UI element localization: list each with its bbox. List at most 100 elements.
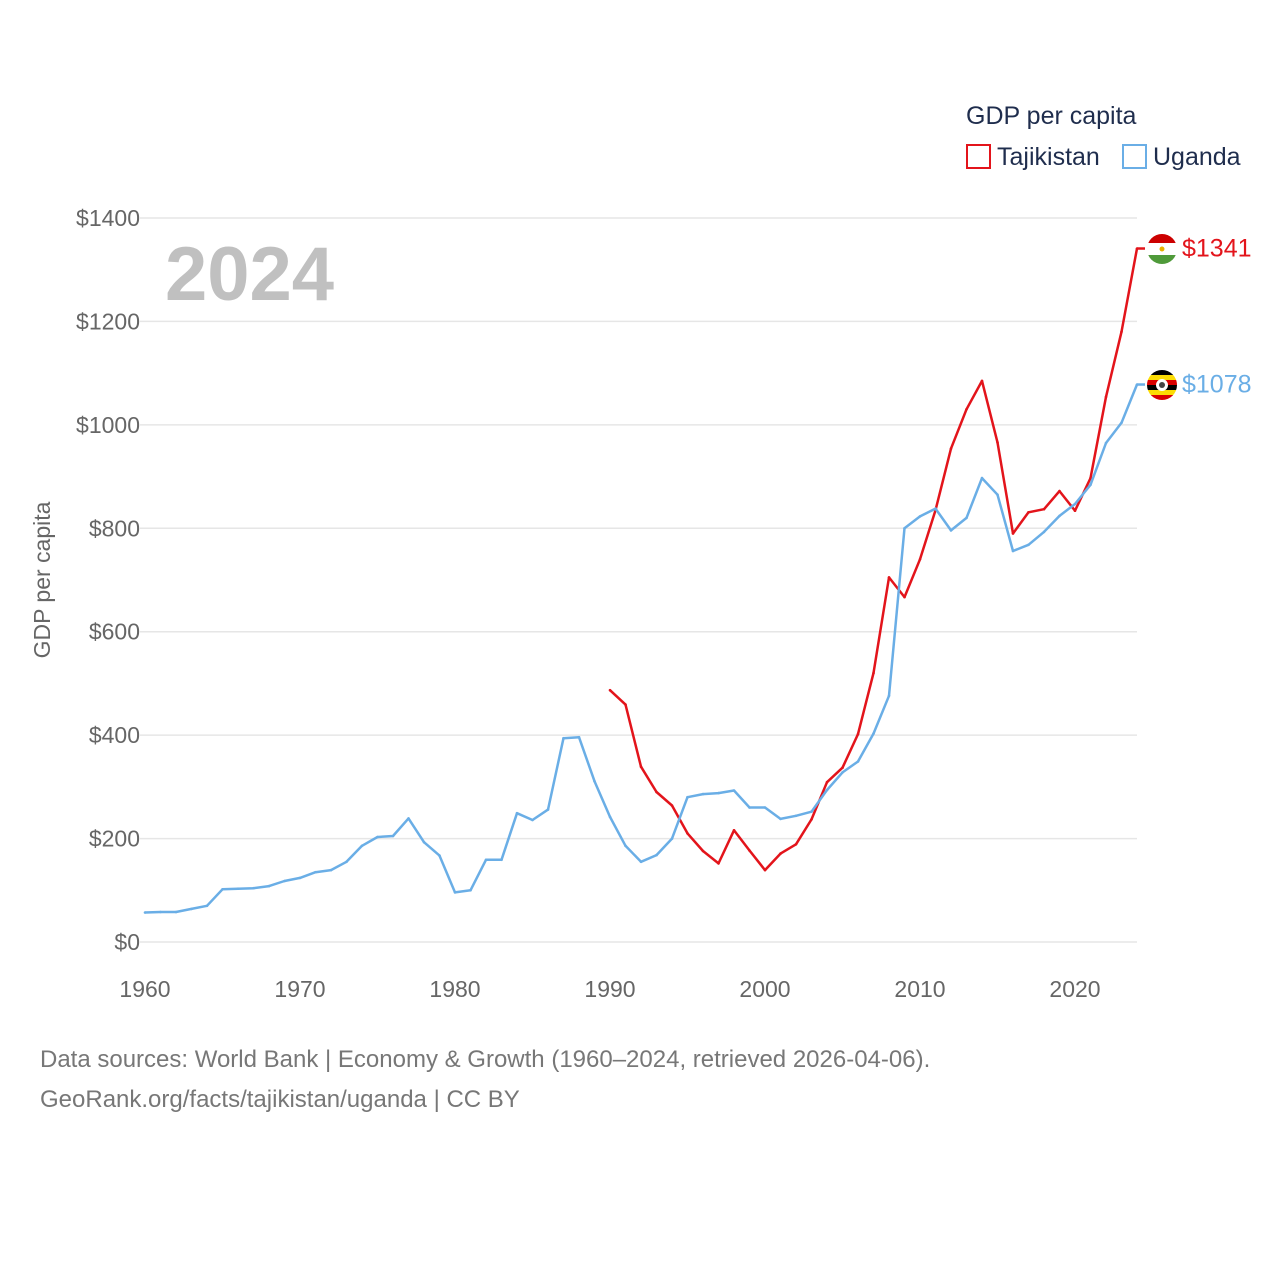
- y-tick-label: $1000: [76, 412, 140, 438]
- x-axis-ticks: 1960 1970 1980 1990 2000 2010 2020: [119, 976, 1100, 1002]
- data-point-tajikistan: [670, 804, 674, 807]
- data-point-tajikistan: [1104, 395, 1108, 399]
- data-point-uganda: [701, 792, 705, 796]
- legend-title: GDP per capita: [966, 102, 1137, 130]
- data-point-uganda: [918, 515, 922, 518]
- source-notes: Data sources: World Bank | Economy & Gro…: [40, 1040, 930, 1120]
- series-lines: [143, 247, 1139, 914]
- data-point-uganda: [593, 779, 596, 783]
- legend-swatch-tajikistan: [966, 144, 991, 169]
- data-point-tajikistan: [1058, 489, 1061, 493]
- x-tick-label: 1960: [119, 976, 170, 1002]
- data-point-uganda: [887, 694, 891, 698]
- end-value-label-uganda: $1078: [1182, 371, 1252, 399]
- data-point-uganda: [841, 771, 844, 774]
- data-point-uganda: [267, 884, 271, 888]
- x-tick-label: 2000: [739, 976, 790, 1002]
- x-tick-label: 1980: [429, 976, 480, 1002]
- data-point-uganda: [438, 854, 441, 857]
- data-point-uganda: [577, 735, 581, 739]
- data-point-uganda: [980, 476, 984, 480]
- y-tick-label: $0: [114, 929, 140, 955]
- data-point-uganda: [763, 806, 767, 809]
- data-point-tajikistan: [980, 379, 984, 383]
- data-point-tajikistan: [825, 780, 829, 784]
- x-tick-label: 2010: [894, 976, 945, 1002]
- data-point-uganda: [1089, 483, 1092, 487]
- data-point-tajikistan: [903, 595, 906, 599]
- legend-label-tajikistan: Tajikistan: [997, 143, 1100, 171]
- uganda-flag-icon: [1147, 370, 1177, 400]
- legend-swatch-uganda: [1122, 144, 1147, 169]
- data-point-tajikistan: [624, 703, 627, 706]
- data-point-tajikistan: [949, 447, 953, 450]
- data-point-uganda: [1120, 421, 1123, 425]
- grid-lines: [140, 217, 1137, 943]
- x-tick-label: 1970: [274, 976, 325, 1002]
- data-point-tajikistan: [608, 688, 612, 692]
- data-point-tajikistan: [686, 832, 689, 835]
- data-point-uganda: [345, 860, 348, 864]
- data-point-uganda: [159, 910, 162, 914]
- year-label: 2024: [165, 232, 334, 317]
- data-point-tajikistan: [1089, 476, 1092, 480]
- end-value-label-tajikistan: $1341: [1182, 235, 1252, 263]
- data-point-uganda: [531, 818, 534, 822]
- data-point-uganda: [903, 527, 906, 530]
- data-point-tajikistan: [763, 868, 767, 872]
- data-point-tajikistan: [748, 849, 751, 852]
- series-line-tajikistan: [609, 248, 1139, 872]
- data-point-uganda: [934, 507, 937, 510]
- y-tick-label: $1200: [76, 308, 140, 334]
- data-point-tajikistan: [1011, 532, 1015, 535]
- data-point-uganda: [205, 904, 209, 908]
- data-point-uganda: [825, 788, 829, 792]
- data-point-uganda: [872, 732, 875, 735]
- data-point-uganda: [252, 886, 255, 890]
- data-point-tajikistan: [996, 441, 999, 444]
- series-end-labels: $1341 $1078: [1137, 235, 1252, 399]
- data-point-uganda: [670, 837, 674, 840]
- data-point-uganda: [190, 907, 193, 911]
- data-point-uganda: [143, 911, 147, 914]
- data-point-uganda: [1027, 543, 1030, 547]
- data-point-uganda: [624, 844, 627, 848]
- data-point-uganda: [996, 493, 999, 497]
- data-point-tajikistan: [918, 558, 922, 561]
- data-point-uganda: [1104, 441, 1108, 445]
- data-point-uganda: [779, 817, 782, 821]
- data-point-tajikistan: [1073, 509, 1077, 512]
- data-point-tajikistan: [887, 576, 891, 579]
- data-point-uganda: [1011, 549, 1015, 553]
- data-point-uganda: [236, 887, 240, 890]
- data-point-uganda: [686, 795, 689, 799]
- y-tick-label: $800: [89, 515, 140, 541]
- data-point-tajikistan: [717, 862, 720, 865]
- data-point-uganda: [422, 840, 426, 844]
- attribution-line: GeoRank.org/facts/tajikistan/uganda | CC…: [40, 1086, 520, 1113]
- x-tick-label: 1990: [584, 976, 635, 1002]
- data-point-tajikistan: [841, 766, 844, 769]
- data-point-uganda: [360, 844, 364, 848]
- data-point-uganda: [298, 876, 302, 880]
- legend: GDP per capita Tajikistan Uganda: [966, 102, 1241, 171]
- data-point-tajikistan: [732, 829, 736, 832]
- data-point-tajikistan: [655, 790, 658, 794]
- legend-label-uganda: Uganda: [1153, 143, 1241, 171]
- data-point-uganda: [1073, 502, 1077, 506]
- data-point-uganda: [174, 910, 178, 914]
- data-point-uganda: [500, 858, 503, 862]
- data-point-uganda: [329, 868, 333, 872]
- series-line-uganda: [144, 384, 1139, 914]
- data-point-uganda: [1042, 530, 1046, 534]
- y-axis-title: GDP per capita: [29, 501, 55, 658]
- data-point-uganda: [1058, 514, 1061, 518]
- data-point-tajikistan: [779, 852, 782, 855]
- data-point-uganda: [732, 789, 736, 792]
- data-point-uganda: [717, 791, 720, 795]
- data-point-tajikistan: [1027, 511, 1030, 514]
- data-point-uganda: [376, 835, 379, 839]
- data-point-uganda: [794, 814, 798, 818]
- data-point-uganda: [453, 891, 457, 894]
